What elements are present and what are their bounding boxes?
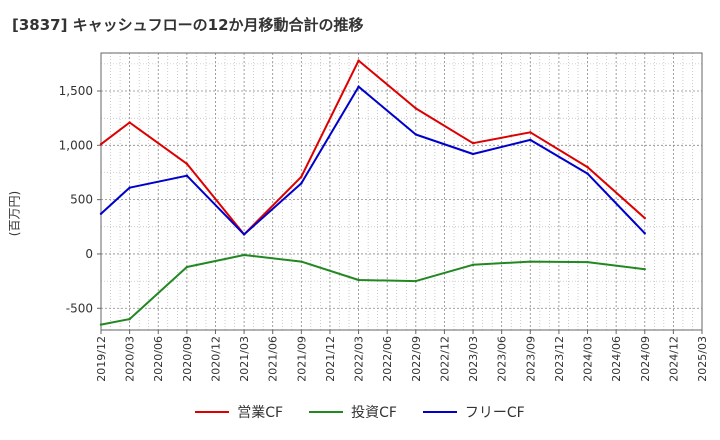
x-tick-label: 2020/12 xyxy=(209,336,222,382)
legend-label: フリーCF xyxy=(464,405,525,421)
x-tick-label: 2023/09 xyxy=(524,336,537,382)
x-tick-label: 2020/06 xyxy=(152,336,165,382)
data-point xyxy=(185,174,189,177)
data-point xyxy=(185,162,189,165)
data-point xyxy=(643,267,646,271)
x-tick-label: 2022/03 xyxy=(353,336,366,382)
data-point xyxy=(529,138,532,142)
legend-item: 営業CF xyxy=(195,402,283,422)
legend-line-icon xyxy=(309,411,344,413)
data-point xyxy=(357,85,360,88)
data-point xyxy=(471,263,475,267)
data-point xyxy=(128,317,131,321)
data-point xyxy=(643,216,646,220)
data-point xyxy=(300,175,303,179)
data-point xyxy=(300,260,303,263)
legend-label: 投資CF xyxy=(351,405,397,421)
data-point xyxy=(128,121,131,124)
x-tick-label: 2022/06 xyxy=(381,336,394,382)
plot-background xyxy=(101,53,702,330)
data-point xyxy=(586,165,589,169)
x-tick-label: 2022/09 xyxy=(410,336,423,382)
data-point xyxy=(414,133,418,136)
data-point xyxy=(586,260,589,264)
data-point xyxy=(99,323,103,326)
legend-line-icon xyxy=(195,411,230,413)
data-point xyxy=(242,253,246,257)
data-point xyxy=(643,232,646,235)
x-tick-label: 2023/06 xyxy=(496,336,509,382)
data-point xyxy=(128,186,131,189)
x-tick-label: 2023/03 xyxy=(467,336,480,382)
y-tick-label: -500 xyxy=(66,301,93,315)
x-tick-label: 2025/03 xyxy=(696,336,709,382)
data-point xyxy=(414,107,418,110)
legend-line-icon xyxy=(422,411,457,413)
legend-label: 営業CF xyxy=(237,405,284,421)
data-point xyxy=(471,152,475,156)
x-tick-label: 2020/03 xyxy=(124,336,137,382)
data-point xyxy=(586,172,589,175)
data-point xyxy=(529,131,532,134)
x-tick-label: 2020/09 xyxy=(181,336,194,382)
y-tick-label: 0 xyxy=(85,247,93,261)
data-point xyxy=(99,212,103,215)
x-tick-label: 2021/06 xyxy=(267,336,280,382)
x-tick-label: 2021/09 xyxy=(295,336,308,382)
plot-frame xyxy=(100,52,703,331)
legend-item: フリーCF xyxy=(422,402,525,422)
x-tick-label: 2023/12 xyxy=(553,336,566,382)
data-point xyxy=(414,279,418,283)
x-tick-label: 2022/12 xyxy=(438,336,451,382)
x-tick-label: 2019/12 xyxy=(95,336,108,382)
x-tick-label: 2024/09 xyxy=(639,336,652,382)
data-point xyxy=(471,141,475,145)
chart-title: [3837] キャッシュフローの12か月移動合計の推移 xyxy=(12,16,364,34)
y-tick-label: 500 xyxy=(70,193,93,207)
x-tick-label: 2021/03 xyxy=(238,336,251,382)
data-point xyxy=(300,182,303,185)
data-point xyxy=(242,233,246,236)
data-point xyxy=(357,59,360,62)
data-point xyxy=(529,260,532,263)
x-tick-label: 2024/06 xyxy=(610,336,623,382)
x-tick-label: 2024/12 xyxy=(667,336,680,382)
y-tick-label: 1,500 xyxy=(59,84,93,98)
y-tick-label: 1,000 xyxy=(59,138,93,152)
x-tick-label: 2021/12 xyxy=(324,336,337,382)
x-tick-label: 2024/03 xyxy=(582,336,595,382)
legend-item: 投資CF xyxy=(309,402,397,422)
data-point xyxy=(185,265,189,269)
data-point xyxy=(99,143,103,146)
data-point xyxy=(357,278,360,282)
chart-legend: 営業CF 投資CF フリーCF xyxy=(0,402,720,422)
